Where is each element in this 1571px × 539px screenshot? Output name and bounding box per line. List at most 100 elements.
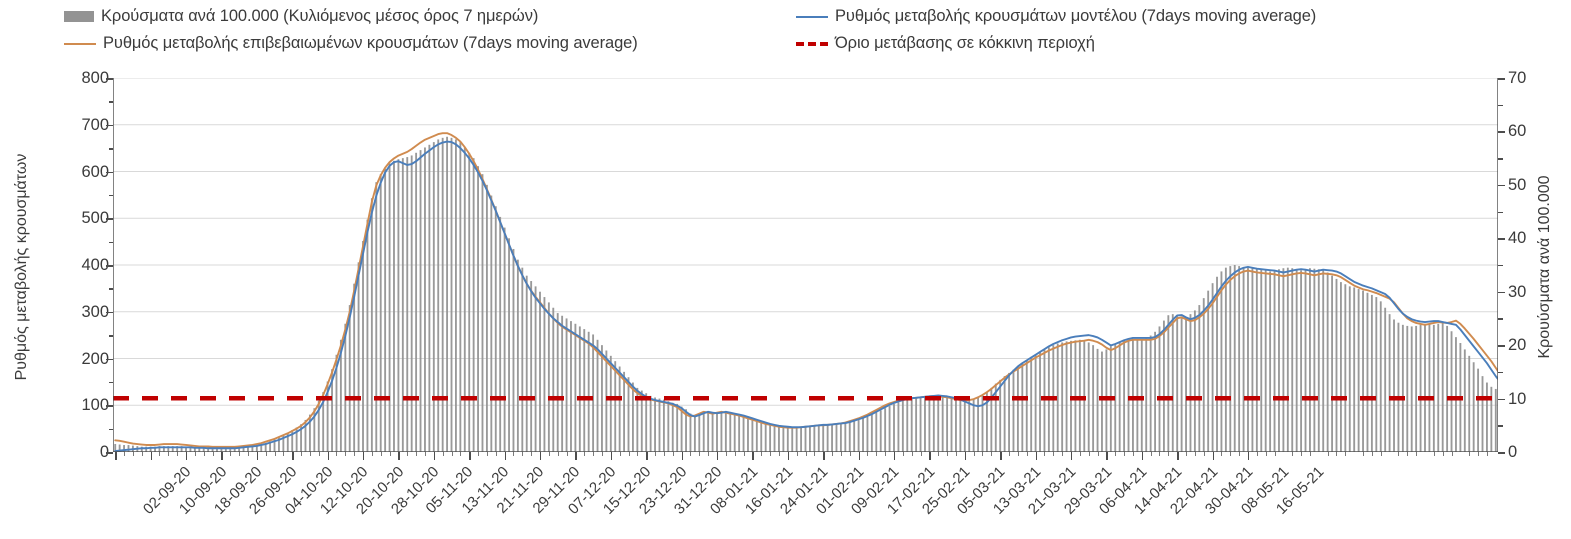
x-axis-minor-tick	[1026, 452, 1028, 456]
bar	[326, 381, 329, 452]
x-axis-minor-tick	[1062, 452, 1064, 456]
legend-item-cases-per-100k[interactable]: Κρούσματα ανά 100.000 (Κυλιόμενος μέσος …	[64, 8, 538, 25]
plot-svg	[113, 78, 1498, 452]
bar	[1101, 351, 1103, 452]
bar	[676, 403, 679, 452]
bar	[1304, 269, 1307, 452]
bar	[1278, 269, 1280, 452]
x-axis-minor-tick	[141, 452, 143, 456]
bar	[906, 399, 909, 452]
bar	[999, 379, 1002, 452]
x-axis-minor-tick	[849, 452, 851, 456]
bar	[432, 142, 435, 452]
x-axis-major-tick	[221, 452, 223, 460]
bar	[344, 323, 347, 452]
bar	[800, 427, 803, 452]
y-axis-minor-tick	[108, 381, 113, 384]
bar	[1335, 278, 1338, 452]
x-axis-major-tick	[115, 452, 117, 460]
bar	[415, 152, 418, 452]
bar	[1247, 267, 1249, 452]
y-axis-major-tick	[106, 265, 113, 267]
bar	[499, 216, 502, 452]
y-axis-right-minor-tick	[1498, 371, 1503, 374]
bar	[1140, 339, 1143, 452]
bar	[247, 446, 249, 452]
bar	[185, 446, 187, 452]
bar	[1291, 268, 1294, 452]
x-axis-minor-tick	[867, 452, 869, 456]
bar	[539, 291, 541, 452]
x-axis-minor-tick	[1115, 452, 1117, 456]
bar	[494, 206, 497, 452]
bar	[888, 406, 891, 452]
x-axis-minor-tick	[265, 452, 267, 456]
bar	[866, 416, 869, 452]
bar	[1472, 362, 1475, 452]
bar	[822, 425, 825, 452]
x-axis-minor-tick	[557, 452, 559, 456]
y-axis-right-tick-label: 0	[1508, 443, 1518, 461]
x-axis-minor-tick	[973, 452, 975, 456]
bar	[928, 396, 931, 452]
x-axis-minor-tick	[1009, 452, 1011, 456]
x-axis-major-tick	[858, 452, 860, 460]
x-axis-minor-tick	[380, 452, 382, 456]
x-axis-minor-tick	[991, 452, 993, 456]
bar	[202, 447, 205, 452]
bar	[959, 400, 962, 452]
bar	[313, 408, 316, 452]
bar	[242, 447, 245, 452]
x-axis-major-tick	[1247, 452, 1250, 460]
x-axis-major-tick	[150, 452, 152, 460]
x-axis-minor-tick	[619, 452, 621, 456]
bar	[1419, 324, 1422, 452]
x-axis-major-tick	[1000, 452, 1002, 460]
bar	[1255, 268, 1258, 452]
x-axis-minor-tick	[451, 452, 453, 456]
bar	[388, 163, 391, 452]
bar	[1229, 266, 1232, 452]
bar	[724, 411, 727, 452]
bar	[401, 158, 404, 452]
bar	[1220, 271, 1223, 452]
legend-item-red-zone-threshold[interactable]: Όριο μετάβασης σε κόκκινη περιοχή	[796, 35, 1095, 52]
bar	[1202, 298, 1205, 452]
bar	[459, 142, 462, 452]
bar	[406, 157, 409, 452]
bar	[1087, 342, 1090, 452]
x-axis-major-tick	[363, 452, 365, 460]
x-axis-minor-tick	[230, 452, 232, 456]
x-axis-minor-tick	[168, 452, 170, 456]
bar	[424, 147, 426, 452]
bar	[1162, 320, 1165, 452]
bar	[1441, 322, 1444, 452]
bar	[348, 305, 351, 452]
y-axis-left-tick-label: 200	[81, 349, 109, 368]
bar	[114, 443, 117, 452]
x-axis-minor-tick	[1478, 452, 1480, 456]
x-axis-minor-tick	[1486, 452, 1488, 456]
bar	[1393, 319, 1395, 452]
x-axis-minor-tick	[885, 452, 887, 456]
legend-item-confirmed-rate[interactable]: Ρυθμός μεταβολής επιβεβαιωμένων κρουσμάτ…	[64, 35, 638, 52]
bar	[1477, 368, 1480, 452]
bar	[778, 426, 780, 452]
x-axis-major-tick	[610, 452, 613, 460]
x-axis-minor-tick	[1150, 452, 1152, 456]
bar	[804, 427, 807, 452]
x-axis-minor-tick	[486, 452, 488, 456]
x-axis-minor-tick	[407, 452, 409, 456]
bar	[1145, 338, 1148, 452]
bar	[472, 158, 475, 452]
bar	[1012, 369, 1015, 452]
bar	[813, 426, 816, 452]
x-axis-major-tick	[327, 452, 329, 460]
bar	[525, 275, 528, 452]
x-axis-minor-tick	[442, 452, 444, 456]
legend-item-model-rate[interactable]: Ρυθμός μεταβολής κρουσμάτων μοντέλου (7d…	[796, 8, 1316, 25]
bar	[490, 195, 493, 452]
x-axis-minor-tick	[663, 452, 665, 456]
y-axis-minor-tick	[108, 241, 113, 244]
x-axis-minor-tick	[796, 452, 798, 456]
